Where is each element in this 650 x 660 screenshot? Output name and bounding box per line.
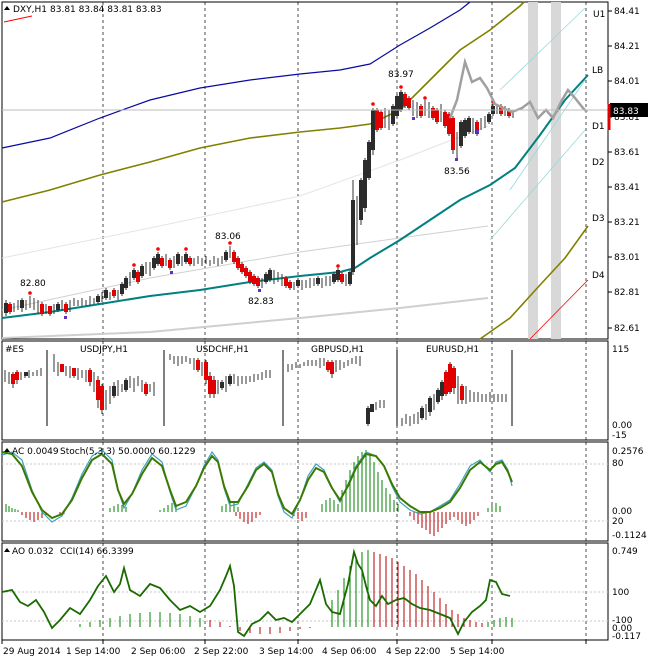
main-title: DXY,H1 83.81 83.84 83.81 83.83 [3, 5, 162, 23]
ao-tick: 100 [612, 588, 629, 598]
stoch-label: Stoch(5,3,3) 50.0000 60.1229 [60, 447, 196, 457]
annotation-low: 83.56 [444, 167, 470, 177]
ao-tick: 0.749 [612, 547, 638, 557]
time-tick: 1 Sep 14:00 [66, 647, 121, 657]
candles-main [4, 85, 514, 319]
main-grid [102, 2, 587, 339]
pairs-tick: -15 [612, 431, 627, 441]
price-tick: 83.61 [614, 148, 640, 158]
ac-labels: AC 0.0049 Stoch(5,3,3) 50.0000 60.1229 [4, 447, 196, 457]
price-tick: 83.01 [614, 253, 640, 263]
projection-band-2 [551, 2, 561, 339]
level-d3: D3 [592, 214, 605, 224]
annotation-start: 82.80 [20, 279, 46, 289]
pair-label-usdjpy: USDJPY,H1 [80, 345, 128, 355]
time-tick: 5 Sep 14:00 [450, 647, 505, 657]
level-lb: LB [592, 66, 603, 76]
pair-labels: #ES USDJPY,H1 USDCHF,H1 GBPUSD,H1 EURUSD… [5, 345, 479, 355]
signal-line [529, 279, 589, 340]
pair-candles [4, 354, 507, 426]
pairs-panel-frame [1, 340, 609, 441]
level-d2: D2 [592, 158, 605, 168]
forecast-line [448, 57, 588, 121]
cci-label: CCI(14) 66.3399 [60, 547, 134, 557]
time-tick: 29 Aug 2014 [3, 647, 61, 657]
channel-lines [1, 7, 586, 339]
level-d4: D4 [592, 271, 605, 281]
stoch-signal-line [1, 451, 513, 520]
ao-grid [2, 543, 608, 640]
pairs-tick: 0.00 [612, 421, 632, 431]
ao-histogram [79, 550, 513, 634]
pair-separators [46, 350, 513, 426]
symbol-label: DXY,H1 [13, 5, 47, 15]
ac-tick: 20 [612, 517, 624, 527]
time-tick: 4 Sep 06:00 [322, 647, 377, 657]
price-tick: 84.41 [614, 7, 640, 17]
main-price-panel[interactable]: 83.97 83.56 83.06 82.83 82.80 DXY,H1 83.… [1, 1, 609, 340]
pair-label-es: #ES [5, 345, 24, 355]
pairs-grid [102, 341, 587, 440]
ac-histogram [5, 450, 501, 536]
main-price-axis: 84.41 84.21 84.01 83.81 83.61 83.41 83.2… [592, 7, 648, 334]
price-tick: 83.81 [614, 113, 640, 123]
price-tick: 84.21 [614, 42, 640, 52]
ac-tick: 80 [612, 459, 624, 469]
time-axis: 29 Aug 2014 1 Sep 14:00 2 Sep 06:00 2 Se… [1, 640, 587, 657]
annotation-low2: 82.83 [248, 297, 274, 307]
pair-label-gbpusd: GBPUSD,H1 [311, 345, 364, 355]
lower-band-extension [479, 225, 589, 340]
pairs-panel[interactable]: #ES USDJPY,H1 USDCHF,H1 GBPUSD,H1 EURUSD… [1, 340, 632, 441]
ao-tick: 0.00 [612, 624, 632, 634]
price-tick: 83.21 [614, 218, 640, 228]
time-tick: 2 Sep 06:00 [131, 647, 186, 657]
pairs-axis: 115 0.00 -15 [612, 345, 632, 441]
ao-labels: AO 0.032 CCI(14) 66.3399 [4, 547, 134, 557]
price-tick: 84.01 [614, 77, 640, 87]
pair-label-usdchf: USDCHF,H1 [196, 345, 249, 355]
cci-line [1, 548, 511, 638]
current-price-text: 83.83 [613, 107, 639, 117]
price-tick: 82.61 [614, 324, 640, 334]
ac-tick: 0.00 [612, 507, 632, 517]
annotation-high: 83.97 [388, 70, 414, 80]
price-annotations: 83.97 83.56 83.06 82.83 82.80 [20, 70, 470, 307]
current-price-tag [610, 103, 648, 117]
upper-band-line [1, 1, 471, 149]
level-d1: D1 [592, 122, 605, 132]
ohlc-values: 83.81 83.84 83.81 83.83 [50, 5, 162, 15]
time-tick: 4 Sep 22:00 [386, 647, 441, 657]
lower-band-line [1, 74, 589, 319]
ac-label: AC 0.0049 [12, 447, 59, 457]
ao-tick: -100 [612, 616, 633, 626]
ac-grid [2, 442, 608, 541]
time-tick: 3 Sep 14:00 [259, 647, 314, 657]
main-panel-frame [1, 1, 609, 340]
pair-bodies [11, 360, 464, 424]
ac-stoch-panel[interactable]: AC 0.0049 Stoch(5,3,3) 50.0000 60.1229 0… [1, 441, 647, 542]
pairs-tick: 115 [612, 345, 629, 355]
price-tick: 82.81 [614, 288, 640, 298]
mid-band-line [1, 1, 525, 203]
level-u1: U1 [593, 10, 605, 20]
time-tick: 2 Sep 22:00 [194, 647, 249, 657]
ao-cci-panel[interactable]: AO 0.032 CCI(14) 66.3399 0.749 100 -100 … [1, 542, 641, 642]
ac-axis: 0.2576 80 0.00 20 -0.1124 [612, 447, 647, 541]
ao-axis: 0.749 100 -100 0.00 -0.117 [612, 547, 641, 642]
ac-tick: -0.1124 [612, 531, 647, 541]
projection-band-1 [528, 2, 538, 339]
annotation-mid: 83.06 [215, 232, 241, 242]
price-tick: 83.41 [614, 183, 640, 193]
pair-label-eurusd: EURUSD,H1 [426, 345, 479, 355]
ao-label: AO 0.032 [12, 547, 54, 557]
ao-tick: -0.117 [612, 632, 641, 642]
ac-panel-frame [1, 441, 609, 542]
ao-panel-frame [1, 542, 609, 641]
ac-tick: 0.2576 [612, 447, 644, 457]
